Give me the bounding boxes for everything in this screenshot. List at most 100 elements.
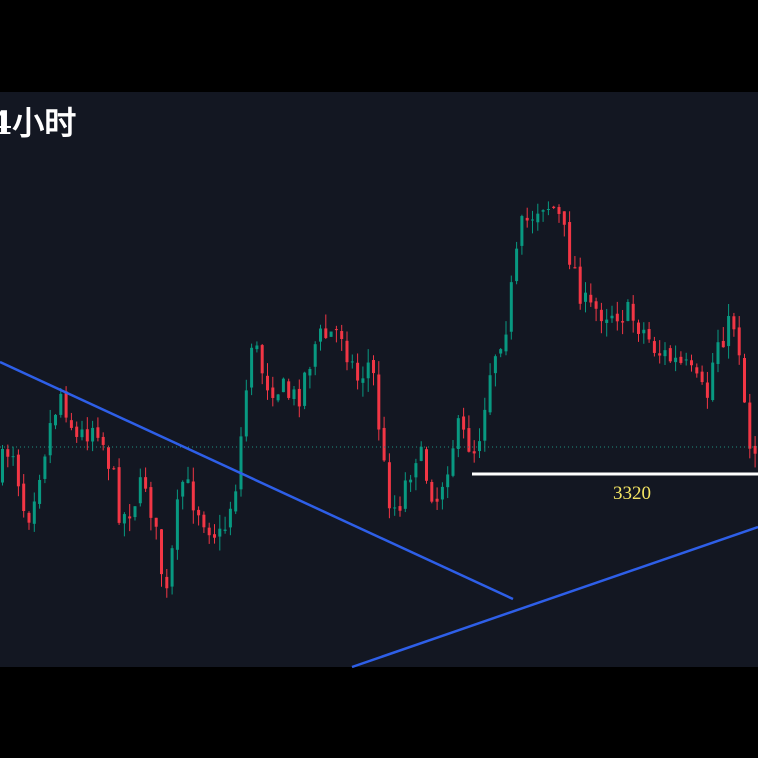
candle-body [138,477,142,504]
candle-body [271,387,275,398]
candle-body [493,356,497,374]
candle-body [356,362,360,381]
candle-body [234,491,238,512]
candle-body [690,360,693,366]
candle-body [419,446,423,461]
candle-body [536,213,540,223]
candle-body [117,467,121,523]
candle-body [531,219,534,221]
candle-body [721,340,725,348]
candle-body [287,381,291,398]
candle-body [319,328,322,342]
candle-body [218,528,222,537]
candle-body [737,327,741,356]
candle-body [202,514,206,528]
candle-body [594,301,598,309]
candle-body [409,479,413,483]
candle-body [223,529,227,531]
candle-body [101,436,105,445]
candle-body [451,448,455,476]
candle-body [303,372,307,406]
candle-body [6,449,10,457]
candle-body [467,428,471,452]
candle-body [732,316,736,330]
candle-body [552,206,556,208]
candle-body [541,210,545,212]
candle-body [96,427,100,438]
candle-body [85,429,89,442]
candle-body [515,248,519,282]
candle-body [679,356,683,363]
candle-body [75,426,79,437]
candle-body [440,486,444,500]
trend-line [351,525,758,669]
candle-body [377,374,381,430]
candle-body [1,449,4,483]
candle-body [658,353,662,356]
candle-body [615,313,619,322]
candle-body [175,499,179,550]
candle-body [695,367,699,374]
candle-body [250,347,254,388]
candle-body [122,514,126,524]
candle-body [244,390,248,437]
candle-body [91,427,95,442]
candle-body [430,481,434,502]
candle-body [562,211,566,225]
candle-body [727,315,731,347]
candle-body [191,481,195,511]
candle-body [621,321,625,323]
candle-body [456,418,460,450]
candle-body [181,481,185,497]
candle-body [32,501,36,524]
candle-body [297,388,301,407]
candle-body [668,348,672,362]
candle-body [509,282,513,332]
candle-body [589,294,593,303]
candle-body [674,357,678,363]
candles [1,201,757,598]
candle-body [308,369,312,376]
candle-body [573,267,577,269]
candle-body [170,548,174,587]
candle-body [387,462,391,509]
candle-body [626,301,630,321]
candle-body [578,266,582,304]
candle-body [557,207,561,214]
candle-body [361,378,365,383]
candle-body [334,329,338,331]
candle-body [499,349,503,354]
candle-body [54,414,57,426]
candle-body [584,292,587,302]
candle-body [38,479,42,504]
candle-body [281,378,285,393]
candle-body [435,498,439,502]
candle-body [255,345,259,350]
candle-body [605,319,609,323]
candle-body [107,447,110,469]
candle-body [568,222,572,265]
candle-body [313,344,317,367]
candle-body [186,479,190,483]
candle-body [112,468,116,470]
candle-body [478,441,481,452]
candle-body [340,331,344,339]
candle-body [149,487,153,518]
candle-body [260,345,264,374]
candle-body [80,429,84,438]
candle-body [350,361,354,363]
candle-body [11,456,15,458]
candle-body [366,362,370,379]
candle-body [266,375,269,391]
candle-body [599,309,603,322]
candle-body [16,454,20,487]
candle-body [276,394,280,401]
candle-body [711,362,715,401]
candle-body [488,375,492,413]
candle-body [48,423,52,456]
candle-body [329,331,333,337]
level-label: 3320 [613,483,651,504]
candle-body [228,508,232,528]
candle-body [382,427,386,461]
candle-body [520,216,524,246]
